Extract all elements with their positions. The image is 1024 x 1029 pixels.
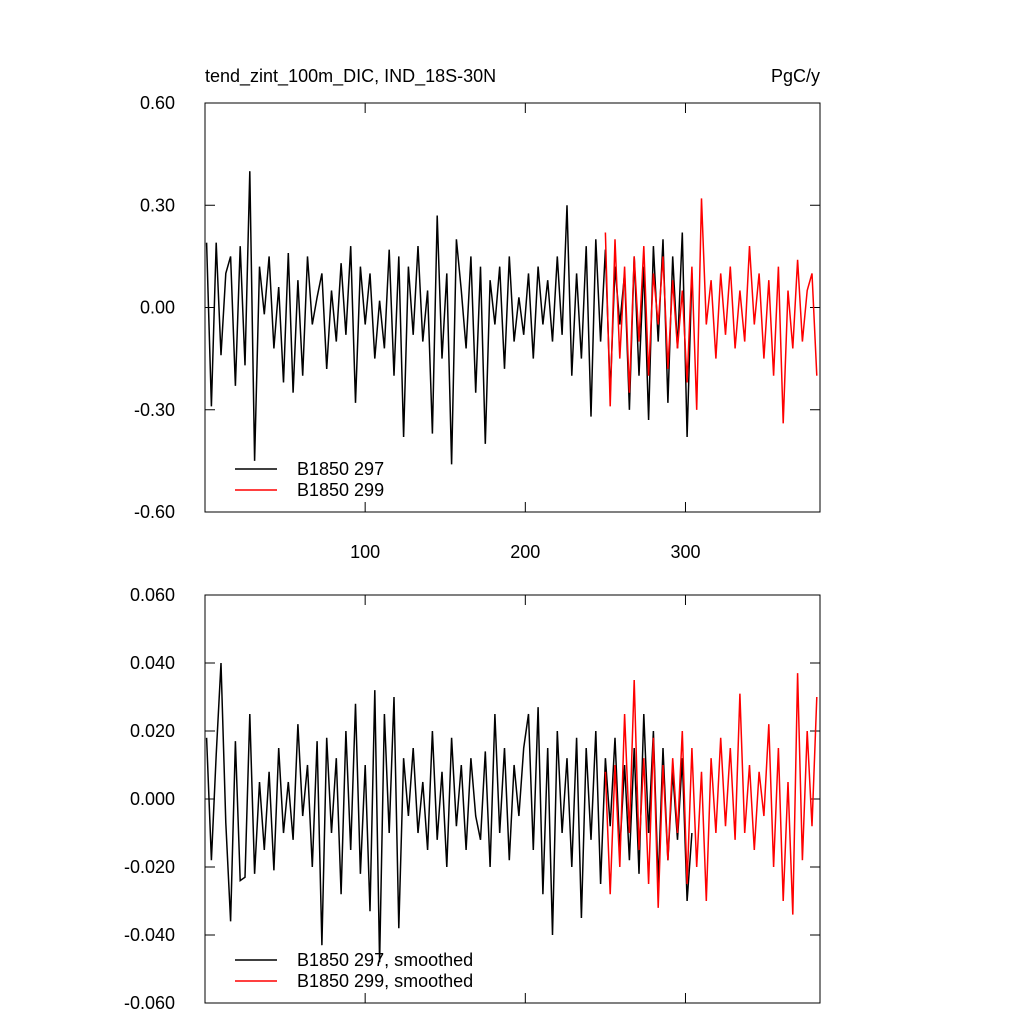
series-line <box>205 662 693 963</box>
y-tick-label: 0.30 <box>140 195 175 215</box>
x-tick-label: 200 <box>510 542 540 562</box>
y-tick-label: 0.020 <box>130 721 175 741</box>
y-tick-label: -0.040 <box>124 925 175 945</box>
x-tick-label: 100 <box>350 542 380 562</box>
y-tick-label: 0.060 <box>130 585 175 605</box>
y-tick-label: -0.060 <box>124 993 175 1013</box>
series-line <box>205 171 693 465</box>
y-tick-label: 0.000 <box>130 789 175 809</box>
y-tick-label: 0.040 <box>130 653 175 673</box>
legend-label: B1850 299 <box>297 480 384 500</box>
y-tick-label: -0.30 <box>134 400 175 420</box>
chart-title: tend_zint_100m_DIC, IND_18S-30N <box>205 66 496 87</box>
legend-label: B1850 297, smoothed <box>297 950 473 970</box>
units-label: PgC/y <box>771 66 820 86</box>
legend-label: B1850 297 <box>297 459 384 479</box>
y-tick-label: -0.020 <box>124 857 175 877</box>
series-line <box>604 198 818 424</box>
y-tick-label: 0.60 <box>140 93 175 113</box>
x-tick-label: 300 <box>670 542 700 562</box>
y-tick-label: 0.00 <box>140 298 175 318</box>
plot-frame <box>204 102 821 513</box>
y-tick-label: -0.60 <box>134 502 175 522</box>
plot-frame <box>204 594 821 1004</box>
legend-label: B1850 299, smoothed <box>297 971 473 991</box>
series-line <box>604 673 818 915</box>
